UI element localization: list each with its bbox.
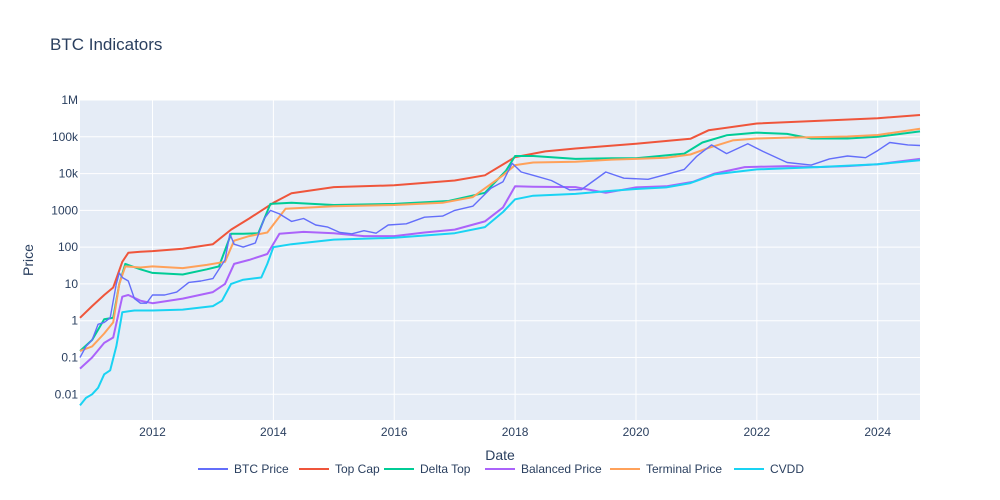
x-tick-label: 2016 — [381, 425, 408, 439]
x-tick-label: 2018 — [502, 425, 529, 439]
series-line-top-cap — [79, 114, 921, 319]
legend-item-balanced-price[interactable]: Balanced Price — [485, 462, 602, 476]
y-tick-label: 1M — [61, 93, 78, 107]
y-tick-label: 0.1 — [61, 351, 78, 365]
legend-label: Top Cap — [335, 462, 380, 476]
x-tick-label: 2022 — [743, 425, 770, 439]
series-line-cvdd — [79, 159, 921, 407]
legend-item-btc-price[interactable]: BTC Price — [198, 462, 289, 476]
y-tick-label: 1000 — [51, 203, 78, 217]
legend-label: Terminal Price — [646, 462, 722, 476]
x-tick-label: 2012 — [139, 425, 166, 439]
y-axis-title: Price — [20, 244, 36, 276]
legend-label: BTC Price — [234, 462, 289, 476]
series-line-terminal-price — [79, 127, 921, 352]
x-tick-label: 2024 — [864, 425, 891, 439]
y-tick-label: 10 — [65, 277, 79, 291]
legend-label: CVDD — [770, 462, 804, 476]
y-tick-label: 100k — [52, 130, 79, 144]
series-line-btc-price — [79, 141, 921, 358]
chart-title: BTC Indicators — [50, 35, 162, 54]
y-tick-label: 1 — [71, 314, 78, 328]
x-tick-label: 2014 — [260, 425, 287, 439]
y-tick-label: 0.01 — [55, 387, 79, 401]
legend-item-delta-top[interactable]: Delta Top — [384, 462, 471, 476]
x-tick-label: 2020 — [623, 425, 650, 439]
legend-label: Balanced Price — [521, 462, 602, 476]
y-tick-label: 10k — [59, 167, 79, 181]
legend-item-terminal-price[interactable]: Terminal Price — [610, 462, 722, 476]
y-tick-label: 100 — [58, 240, 78, 254]
plot-area — [80, 100, 920, 420]
x-axis-title: Date — [485, 447, 515, 463]
legend-item-cvdd[interactable]: CVDD — [734, 462, 804, 476]
legend-label: Delta Top — [420, 462, 471, 476]
series-lines — [79, 114, 921, 407]
legend-item-top-cap[interactable]: Top Cap — [299, 462, 380, 476]
legend: BTC Price Top Cap Delta Top Balanced Price T… — [198, 462, 804, 476]
tick-labels: 0.01 0.1 1 10 100 1000 10k 100k 1M 2012 2014 2016 20… — [51, 93, 891, 439]
